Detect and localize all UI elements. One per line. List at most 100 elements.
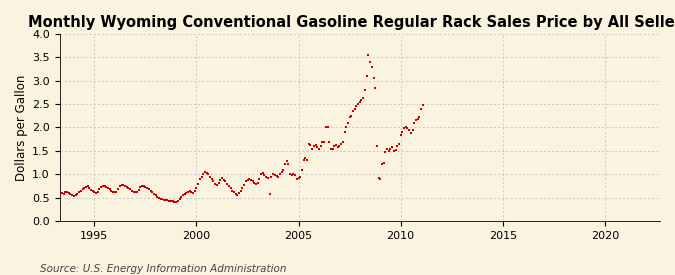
Point (389, 149, 400, 153)
Point (293, 176, 304, 180)
Point (82, 184, 93, 189)
Point (217, 176, 227, 180)
Point (182, 189, 193, 194)
Point (138, 184, 149, 189)
Point (380, 150, 391, 154)
Point (65, 192, 76, 196)
Point (207, 177, 217, 181)
Point (225, 186, 236, 191)
Point (155, 196, 166, 201)
Point (375, 177, 385, 181)
Point (246, 178, 256, 182)
Point (53, 193, 64, 197)
Point (198, 172, 209, 177)
Point (274, 172, 285, 177)
Point (227, 188, 238, 193)
Point (76, 188, 86, 193)
Point (385, 146, 396, 151)
Point (72, 192, 83, 196)
Point (332, 145, 343, 149)
Point (325, 146, 336, 151)
Point (361, 74, 372, 78)
Point (97, 184, 108, 189)
Point (167, 199, 178, 204)
Point (106, 188, 117, 193)
Point (104, 187, 115, 191)
Point (338, 140, 348, 145)
Point (148, 192, 159, 196)
Point (145, 188, 156, 193)
Point (295, 174, 306, 179)
Point (358, 96, 369, 101)
Point (269, 173, 280, 177)
Point (181, 191, 192, 195)
Point (356, 98, 367, 103)
Point (354, 100, 365, 104)
Point (321, 125, 331, 130)
Point (344, 115, 355, 119)
Point (317, 140, 328, 145)
Point (51, 194, 62, 199)
Point (132, 189, 142, 194)
Point (353, 102, 364, 106)
Point (171, 200, 182, 205)
Point (286, 173, 297, 177)
Point (184, 188, 195, 193)
Point (169, 200, 180, 204)
Point (296, 167, 307, 172)
Point (220, 179, 231, 183)
Point (232, 192, 243, 197)
Point (159, 197, 169, 202)
Point (298, 158, 309, 163)
Point (377, 162, 387, 166)
Point (348, 109, 358, 113)
Point (242, 178, 253, 182)
Point (113, 187, 124, 191)
Point (264, 192, 275, 196)
Point (267, 172, 278, 177)
Point (400, 125, 411, 130)
Point (263, 176, 273, 180)
Point (256, 172, 267, 177)
Point (174, 197, 185, 201)
Point (279, 162, 290, 166)
Point (70, 193, 81, 197)
Point (87, 188, 98, 193)
Point (414, 115, 425, 119)
Point (203, 172, 214, 177)
Point (237, 186, 248, 191)
Point (154, 196, 165, 200)
Point (305, 143, 316, 147)
Point (254, 177, 265, 181)
Point (151, 193, 161, 197)
Point (290, 173, 300, 177)
Point (396, 132, 406, 137)
Point (122, 185, 132, 189)
Point (103, 186, 113, 191)
Point (303, 142, 314, 146)
Title: Monthly Wyoming Conventional Gasoline Regular Rack Sales Price by All Sellers: Monthly Wyoming Conventional Gasoline Re… (28, 15, 675, 30)
Point (278, 167, 289, 172)
Point (162, 198, 173, 203)
Point (67, 193, 78, 197)
Point (322, 125, 333, 130)
Point (404, 128, 414, 132)
Point (250, 182, 261, 186)
Point (80, 185, 91, 189)
Point (271, 174, 282, 178)
Point (266, 174, 277, 179)
Point (307, 146, 318, 151)
Point (252, 180, 263, 185)
Point (387, 145, 398, 149)
Point (314, 146, 325, 151)
Point (283, 162, 294, 166)
Point (176, 194, 186, 199)
Point (89, 190, 100, 194)
Point (157, 197, 168, 201)
Point (343, 121, 354, 125)
Point (319, 139, 329, 144)
Point (300, 156, 310, 160)
Point (392, 144, 402, 148)
Point (346, 114, 356, 118)
Point (402, 126, 413, 131)
